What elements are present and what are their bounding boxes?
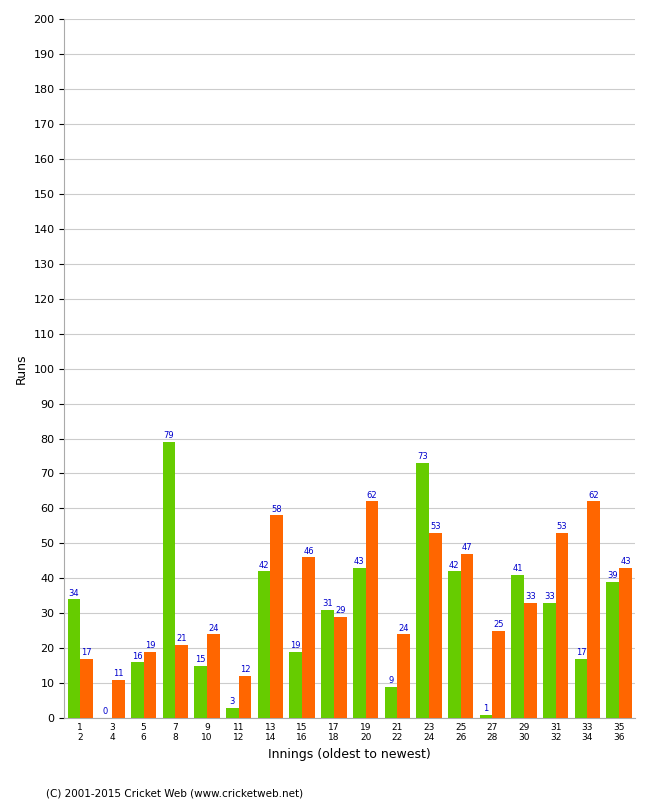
Bar: [543, 603, 556, 718]
X-axis label: Innings (oldest to newest): Innings (oldest to newest): [268, 748, 431, 761]
Text: 24: 24: [398, 623, 409, 633]
Bar: [270, 515, 283, 718]
Bar: [588, 502, 600, 718]
Text: 31: 31: [322, 599, 333, 608]
Bar: [144, 652, 157, 718]
Text: 16: 16: [132, 651, 142, 661]
Bar: [512, 575, 524, 718]
Bar: [365, 502, 378, 718]
Text: 41: 41: [512, 564, 523, 573]
Text: 15: 15: [196, 655, 206, 664]
Bar: [619, 568, 632, 718]
Bar: [289, 652, 302, 718]
Bar: [448, 571, 461, 718]
Text: 1: 1: [484, 704, 489, 713]
Bar: [575, 658, 588, 718]
Text: 42: 42: [259, 561, 269, 570]
Text: 58: 58: [272, 505, 282, 514]
Bar: [321, 610, 334, 718]
Bar: [429, 533, 441, 718]
Text: 17: 17: [576, 648, 586, 657]
Bar: [131, 662, 144, 718]
Bar: [258, 571, 270, 718]
Bar: [302, 558, 315, 718]
Text: 73: 73: [417, 452, 428, 462]
Bar: [353, 568, 365, 718]
Text: 62: 62: [367, 490, 377, 500]
Text: 34: 34: [69, 589, 79, 598]
Text: 43: 43: [354, 557, 365, 566]
Text: 33: 33: [544, 592, 555, 601]
Text: 19: 19: [291, 641, 301, 650]
Bar: [239, 676, 252, 718]
Y-axis label: Runs: Runs: [15, 354, 28, 384]
Text: 19: 19: [145, 641, 155, 650]
Text: 3: 3: [229, 697, 235, 706]
Text: 29: 29: [335, 606, 345, 615]
Bar: [492, 630, 505, 718]
Bar: [397, 634, 410, 718]
Bar: [556, 533, 569, 718]
Text: 12: 12: [240, 666, 250, 674]
Text: 47: 47: [462, 543, 473, 552]
Text: 39: 39: [608, 571, 618, 580]
Bar: [162, 442, 176, 718]
Text: 9: 9: [388, 676, 393, 685]
Text: 21: 21: [176, 634, 187, 643]
Bar: [68, 599, 80, 718]
Text: 43: 43: [620, 557, 630, 566]
Bar: [176, 645, 188, 718]
Bar: [461, 554, 473, 718]
Bar: [524, 603, 537, 718]
Text: 33: 33: [525, 592, 536, 601]
Text: 17: 17: [81, 648, 92, 657]
Text: 24: 24: [208, 623, 218, 633]
Text: 11: 11: [113, 669, 124, 678]
Bar: [385, 686, 397, 718]
Text: 62: 62: [588, 490, 599, 500]
Text: 42: 42: [449, 561, 460, 570]
Text: 25: 25: [493, 620, 504, 629]
Bar: [194, 666, 207, 718]
Text: 53: 53: [557, 522, 567, 531]
Bar: [606, 582, 619, 718]
Bar: [226, 708, 239, 718]
Text: (C) 2001-2015 Cricket Web (www.cricketweb.net): (C) 2001-2015 Cricket Web (www.cricketwe…: [46, 788, 303, 798]
Bar: [334, 617, 346, 718]
Text: 53: 53: [430, 522, 441, 531]
Bar: [480, 714, 492, 718]
Text: 46: 46: [303, 546, 314, 556]
Bar: [207, 634, 220, 718]
Bar: [416, 463, 429, 718]
Text: 79: 79: [164, 431, 174, 440]
Bar: [112, 680, 125, 718]
Text: 0: 0: [103, 707, 109, 717]
Bar: [80, 658, 93, 718]
